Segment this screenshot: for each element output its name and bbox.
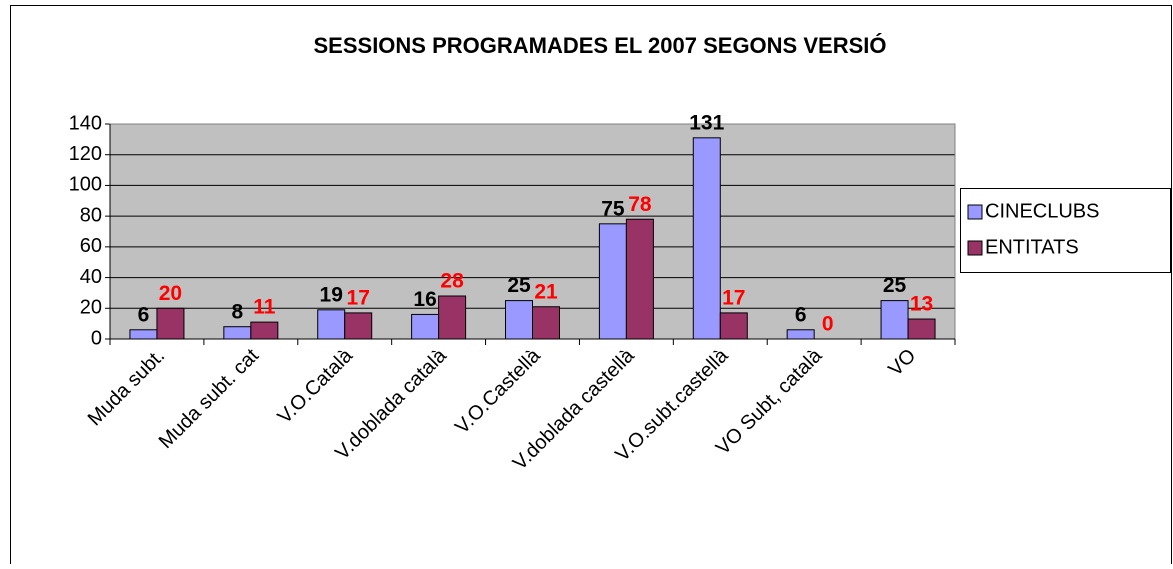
data-label: 11 — [253, 296, 276, 319]
data-label: 25 — [883, 274, 907, 297]
data-label: 8 — [231, 300, 243, 323]
bar — [438, 295, 467, 340]
legend-label: ENTITATS — [985, 236, 1079, 258]
bar — [907, 318, 936, 340]
y-tick-label: 60 — [80, 235, 102, 257]
data-label: 78 — [628, 193, 652, 216]
bar — [719, 312, 748, 340]
legend-box — [960, 188, 1171, 273]
y-tick-label: 120 — [69, 143, 102, 165]
bar — [223, 326, 252, 340]
data-label: 0 — [822, 313, 834, 336]
data-label: 6 — [795, 303, 807, 326]
data-label: 19 — [320, 283, 343, 306]
chart-title: SESSIONS PROGRAMADES EL 2007 SEGONS VERS… — [314, 33, 887, 58]
bar — [625, 218, 654, 340]
data-label: 13 — [910, 293, 933, 316]
bar — [250, 321, 279, 340]
y-tick-label: 0 — [91, 327, 102, 349]
y-tick-label: 40 — [80, 266, 102, 288]
bar — [532, 306, 560, 340]
y-tick-label: 140 — [69, 112, 102, 134]
data-label: 6 — [138, 303, 150, 326]
data-label: 21 — [534, 280, 558, 303]
data-label: 25 — [507, 274, 531, 297]
data-label: 131 — [689, 111, 724, 134]
bar — [344, 312, 373, 340]
bar — [156, 307, 185, 340]
bar — [411, 313, 440, 340]
bar — [786, 329, 815, 340]
bar — [692, 137, 721, 340]
data-label: 20 — [159, 282, 182, 305]
legend-label: CINECLUBS — [985, 200, 1099, 222]
y-tick-label: 80 — [80, 204, 102, 226]
bar — [129, 329, 158, 340]
data-label: 28 — [440, 270, 464, 293]
y-tick-label: 100 — [69, 174, 102, 196]
bar — [880, 300, 909, 340]
legend-swatch — [967, 240, 983, 256]
data-label: 17 — [722, 286, 745, 309]
data-label: 16 — [413, 288, 436, 311]
y-tick-label: 20 — [80, 297, 102, 319]
data-label: 75 — [601, 197, 625, 220]
bar — [317, 309, 346, 340]
data-label: 17 — [347, 286, 370, 309]
legend-swatch — [967, 204, 983, 220]
bar — [505, 300, 533, 340]
bar — [598, 223, 627, 340]
